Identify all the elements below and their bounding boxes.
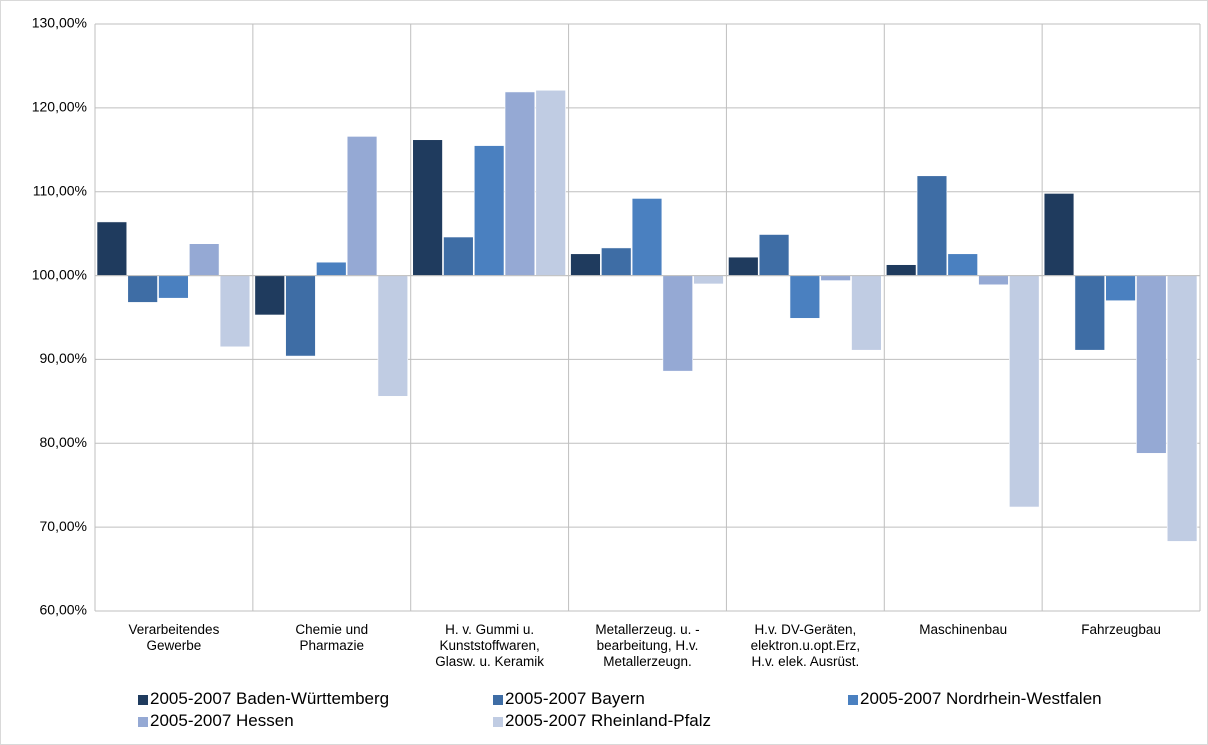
- x-tick-label: H.v. DV-Geräten, elektron.u.opt.Erz, H.v…: [750, 622, 861, 669]
- legend-label: 2005-2007 Baden-Württemberg: [150, 689, 390, 708]
- bar: [346, 136, 378, 276]
- bar: [947, 253, 978, 276]
- legend-swatch: [138, 695, 148, 705]
- bar: [535, 89, 566, 276]
- bar: [189, 243, 220, 276]
- legend-label: 2005-2007 Bayern: [505, 689, 645, 708]
- bar: [412, 139, 443, 276]
- legend-label: 2005-2007 Hessen: [150, 711, 294, 730]
- bar: [443, 236, 474, 276]
- y-tick-label: 60,00%: [40, 602, 87, 618]
- bar: [96, 221, 128, 276]
- bar: [504, 91, 536, 276]
- bar: [885, 264, 917, 276]
- bar: [1166, 275, 1198, 542]
- y-tick-label: 120,00%: [32, 99, 87, 115]
- y-tick-label: 80,00%: [40, 434, 87, 450]
- legend-label: 2005-2007 Nordrhein-Westfalen: [860, 689, 1102, 708]
- bar: [473, 145, 505, 276]
- x-tick-label: Verarbeitendes Gewerbe: [128, 622, 220, 653]
- y-tick-label: 100,00%: [32, 266, 87, 282]
- x-tick-label: Chemie und Pharmazie: [295, 622, 369, 653]
- bar: [377, 275, 409, 397]
- bar: [254, 275, 285, 316]
- y-tick-label: 90,00%: [40, 350, 87, 366]
- bar: [1074, 275, 1105, 351]
- y-tick-label: 130,00%: [32, 15, 87, 31]
- legend-swatch: [138, 717, 148, 727]
- bar: [1043, 193, 1075, 276]
- bar: [601, 247, 632, 276]
- bar: [728, 256, 759, 276]
- bar: [158, 275, 189, 299]
- bar: [1136, 275, 1167, 454]
- bar: [631, 198, 663, 276]
- x-tick-label: H. v. Gummi u. Kunststoffwaren, Glasw. u…: [435, 622, 545, 669]
- legend-label: 2005-2007 Rheinland-Pfalz: [505, 711, 712, 730]
- bar: [1009, 275, 1040, 508]
- bar: [662, 275, 693, 372]
- bar: [285, 275, 316, 357]
- legend-swatch: [493, 695, 503, 705]
- legend-swatch: [493, 717, 503, 727]
- legend-swatch: [848, 695, 858, 705]
- x-tick-label: Metallerzeug. u. - bearbeitung, H.v. Met…: [595, 622, 700, 669]
- bar: [851, 275, 882, 351]
- bar: [127, 275, 158, 303]
- bar: [219, 275, 251, 348]
- y-tick-label: 70,00%: [40, 518, 87, 534]
- bar: [820, 275, 851, 281]
- bar: [316, 261, 347, 276]
- bar: [758, 234, 790, 276]
- bar: [789, 275, 821, 319]
- bar: [916, 175, 948, 276]
- x-tick-label: Fahrzeugbau: [1081, 622, 1161, 637]
- bar: [978, 275, 1009, 286]
- bar: [693, 275, 724, 285]
- x-tick-label: Maschinenbau: [919, 622, 1008, 637]
- bar: [1105, 275, 1136, 302]
- y-tick-label: 110,00%: [33, 182, 87, 198]
- bar: [570, 253, 601, 276]
